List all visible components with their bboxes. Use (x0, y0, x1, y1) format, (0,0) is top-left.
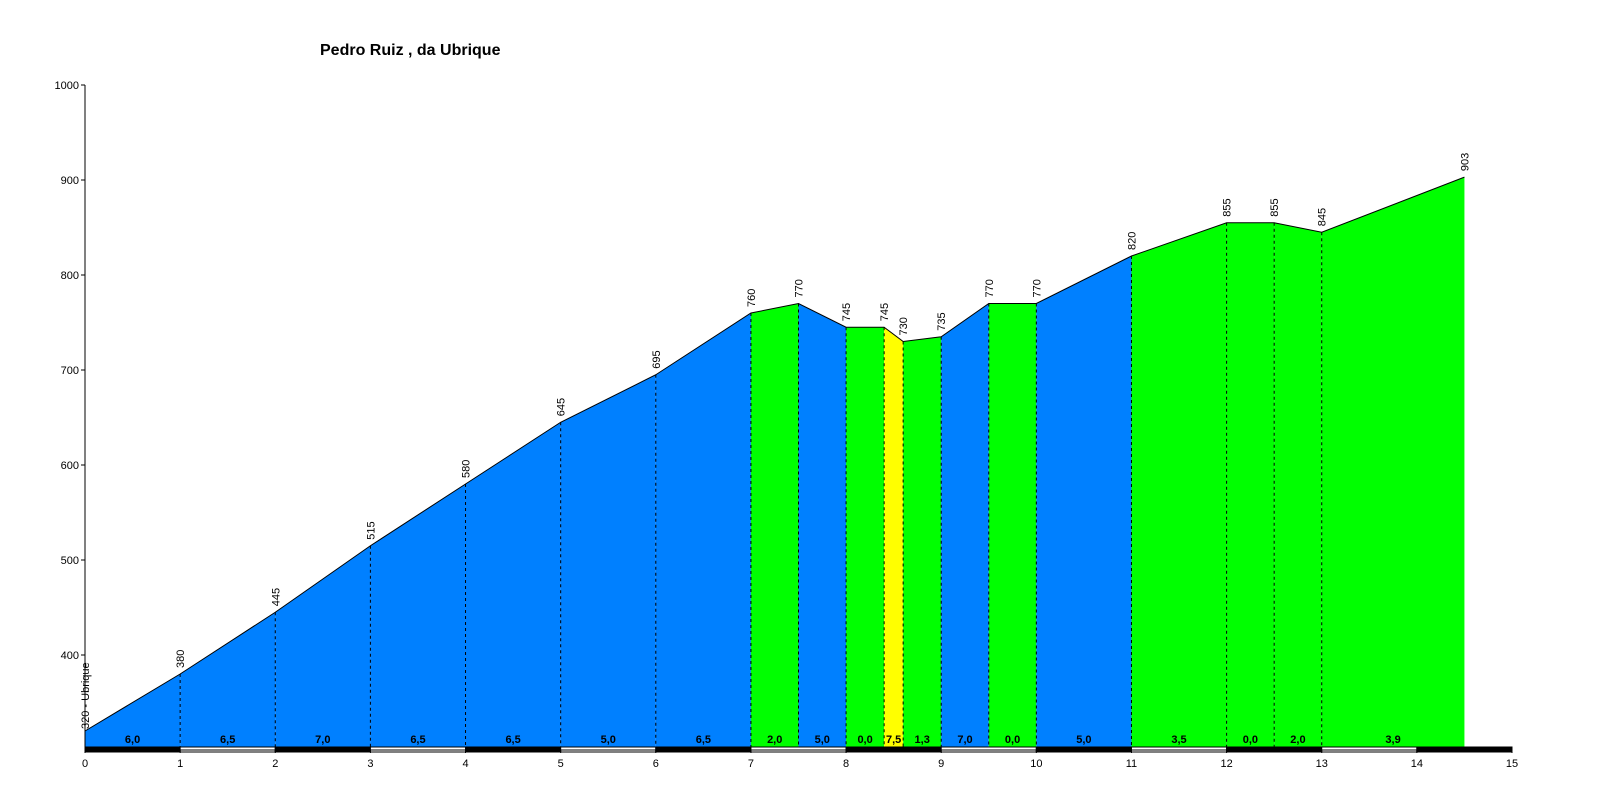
grade-label-3: 6,5 (410, 734, 425, 746)
grade-label-9: 0,0 (857, 734, 872, 746)
elevation-label-19: 903 (1459, 153, 1471, 171)
elevation-label-5: 645 (556, 398, 568, 416)
elevation-label-1: 380 (175, 650, 187, 668)
elevation-label-18: 845 (1317, 208, 1329, 226)
segment-fill-8 (798, 303, 847, 747)
elevation-label-11: 730 (898, 317, 910, 335)
grade-label-1: 6,5 (220, 734, 235, 746)
segment-fill-3 (370, 484, 466, 747)
segment-fill-15 (1131, 222, 1227, 747)
segment-fill-10 (884, 327, 904, 747)
grade-label-8: 5,0 (815, 734, 830, 746)
elevation-label-6: 695 (651, 350, 663, 368)
x-tick-label-3: 3 (367, 758, 373, 770)
profile-outline (84, 176, 1465, 732)
y-tick-label-0: 400 (61, 650, 79, 662)
y-tick-label-2: 600 (61, 460, 79, 472)
elevation-label-8: 770 (794, 279, 806, 297)
segment-fill-14 (1036, 256, 1132, 747)
elevation-label-17: 855 (1269, 198, 1281, 216)
segment-dividers (179, 222, 1323, 747)
segment-fill-12 (941, 303, 989, 747)
elevation-label-12: 735 (936, 312, 948, 330)
elevation-label-16: 855 (1222, 198, 1234, 216)
axes (84, 85, 1512, 751)
segment-fill-13 (988, 303, 1037, 747)
elevation-label-10: 745 (879, 303, 891, 321)
grade-label-4: 6,5 (505, 734, 520, 746)
elevation-labels: 320 - Ubrique 380 445 515 580 645 695 760 770 745… (80, 153, 1471, 729)
grade-label-14: 5,0 (1076, 734, 1091, 746)
grade-labels: 6,0 6,5 7,0 6,5 6,5 5,0 6,5 2,0 5,0 0,0 7,5 1,3 7,0 0… (125, 734, 1401, 746)
grade-label-16: 0,0 (1243, 734, 1258, 746)
segment-fill-7 (750, 303, 799, 747)
segment-fill-4 (465, 422, 561, 747)
segment-fill-2 (275, 545, 371, 747)
grade-label-18: 3,9 (1385, 734, 1400, 746)
y-tick-label-5: 900 (61, 175, 79, 187)
grade-label-15: 3,5 (1171, 734, 1186, 746)
elevation-label-2: 445 (270, 588, 282, 606)
grade-label-6: 6,5 (696, 734, 711, 746)
x-tick-label-15: 15 (1506, 758, 1518, 770)
x-tick-label-2: 2 (272, 758, 278, 770)
grade-label-17: 2,0 (1290, 734, 1305, 746)
y-axis-ticks: 400 500 600 700 800 900 1000 (55, 80, 85, 662)
grade-label-12: 7,0 (957, 734, 972, 746)
chart-title: Pedro Ruiz , da Ubrique (320, 42, 501, 59)
y-tick-label-1: 500 (61, 555, 79, 567)
x-tick-label-5: 5 (558, 758, 564, 770)
segment-fills (85, 177, 1465, 747)
x-tick-label-0: 0 (82, 758, 88, 770)
x-tick-label-13: 13 (1316, 758, 1328, 770)
x-axis-ticks: 0 1 2 3 4 5 6 7 8 9 10 11 12 13 14 15 (82, 750, 1518, 770)
elevation-label-15: 820 (1126, 232, 1138, 250)
elevation-label-0: 320 - Ubrique (80, 662, 92, 729)
segment-fill-9 (846, 327, 885, 747)
elevation-label-7: 760 (746, 289, 758, 307)
segment-fill-0 (85, 674, 181, 747)
y-tick-label-4: 800 (61, 270, 79, 282)
segment-fill-5 (560, 374, 656, 747)
x-tick-label-10: 10 (1030, 758, 1042, 770)
grade-label-13: 0,0 (1005, 734, 1020, 746)
x-tick-label-11: 11 (1126, 758, 1137, 770)
x-tick-label-8: 8 (843, 758, 849, 770)
x-tick-label-6: 6 (653, 758, 659, 770)
y-tick-label-6: 1000 (55, 80, 79, 92)
segment-fill-18 (1321, 177, 1465, 747)
segment-fill-1 (180, 612, 276, 747)
grade-label-7: 2,0 (767, 734, 782, 746)
elevation-label-4: 580 (461, 460, 473, 478)
segment-fill-16 (1226, 222, 1275, 747)
elevation-label-3: 515 (365, 521, 377, 539)
elevation-label-14: 770 (1031, 279, 1043, 297)
grade-label-0: 6,0 (125, 734, 140, 746)
segment-fill-17 (1274, 222, 1322, 747)
grade-label-10: 7,5 (886, 734, 901, 746)
elevation-label-13: 770 (984, 279, 996, 297)
grade-label-11: 1,3 (915, 734, 930, 746)
x-tick-label-14: 14 (1411, 758, 1423, 770)
x-tick-label-4: 4 (462, 758, 468, 770)
x-tick-label-9: 9 (938, 758, 944, 770)
x-tick-label-7: 7 (748, 758, 754, 770)
elevation-label-9: 745 (841, 303, 853, 321)
y-tick-label-3: 700 (61, 365, 79, 377)
grade-label-5: 5,0 (601, 734, 616, 746)
segment-fill-6 (655, 313, 751, 747)
x-tick-label-1: 1 (177, 758, 183, 770)
grade-label-2: 7,0 (315, 734, 330, 746)
x-tick-label-12: 12 (1220, 758, 1232, 770)
segment-fill-11 (903, 336, 942, 747)
